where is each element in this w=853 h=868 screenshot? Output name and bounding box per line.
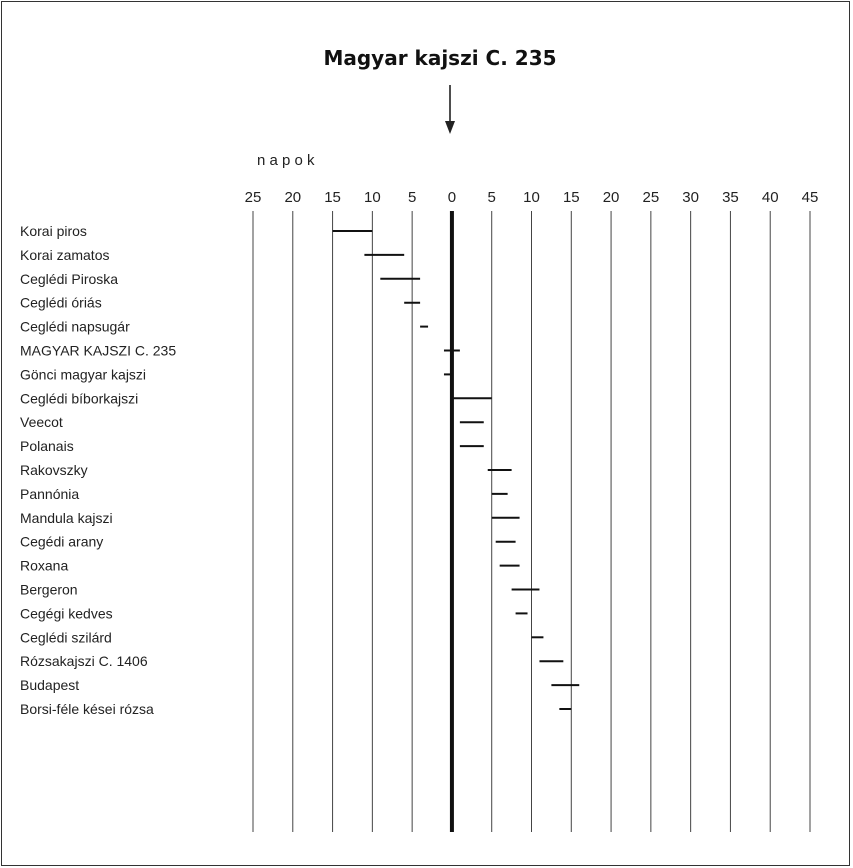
x-tick-label: 20 <box>603 189 620 206</box>
category-labels: Korai piros Korai zamatos Ceglédi Piroska C… <box>20 223 176 717</box>
category-label: MAGYAR KAJSZI C. 235 <box>20 343 176 359</box>
x-tick-label: 5 <box>408 189 416 206</box>
category-label: Borsi-féle kései rózsa <box>20 701 154 717</box>
x-tick-label: 35 <box>722 189 739 206</box>
reference-arrow-icon <box>445 85 455 134</box>
x-tick-label: 15 <box>563 189 580 206</box>
x-tick-label: 10 <box>364 189 381 206</box>
category-label: Ceglédi óriás <box>20 295 102 311</box>
category-label: Gönci magyar kajszi <box>20 366 146 382</box>
x-tick-label: 5 <box>488 189 496 206</box>
x-tick-labels: 25 20 15 10 5 0 5 10 15 20 25 30 35 40 45 <box>245 189 819 206</box>
x-tick-label: 0 <box>448 189 456 206</box>
category-label: Pannónia <box>20 486 79 502</box>
grid-lines <box>252 211 811 832</box>
category-label: Bergeron <box>20 582 78 598</box>
x-axis-label: n a p o k <box>257 152 315 169</box>
category-label: Veecot <box>20 414 63 430</box>
category-label: Rakovszky <box>20 462 88 478</box>
category-label: Korai piros <box>20 223 87 239</box>
category-label: Cegégi kedves <box>20 605 113 621</box>
x-tick-label: 25 <box>245 189 262 206</box>
category-label: Budapest <box>20 677 79 693</box>
x-tick-label: 15 <box>324 189 341 206</box>
category-label: Cegédi arany <box>20 534 103 550</box>
category-label: Ceglédi napsugár <box>20 319 130 335</box>
x-tick-label: 20 <box>284 189 301 206</box>
x-tick-label: 25 <box>643 189 660 206</box>
category-label: Ceglédi Piroska <box>20 271 118 287</box>
x-tick-label: 45 <box>802 189 819 206</box>
category-label: Roxana <box>20 558 68 574</box>
category-label: Mandula kajszi <box>20 510 113 526</box>
category-label: Polanais <box>20 438 74 454</box>
x-tick-label: 10 <box>523 189 540 206</box>
category-label: Korai zamatos <box>20 247 109 263</box>
category-label: Ceglédi bíborkajszi <box>20 390 138 406</box>
range-bars <box>332 230 580 710</box>
category-label: Ceglédi szilárd <box>20 629 112 645</box>
category-label: Rózsakajszi C. 1406 <box>20 653 148 669</box>
chart-title: Magyar kajszi C. 235 <box>323 46 557 70</box>
x-tick-label: 30 <box>682 189 699 206</box>
x-tick-label: 40 <box>762 189 779 206</box>
